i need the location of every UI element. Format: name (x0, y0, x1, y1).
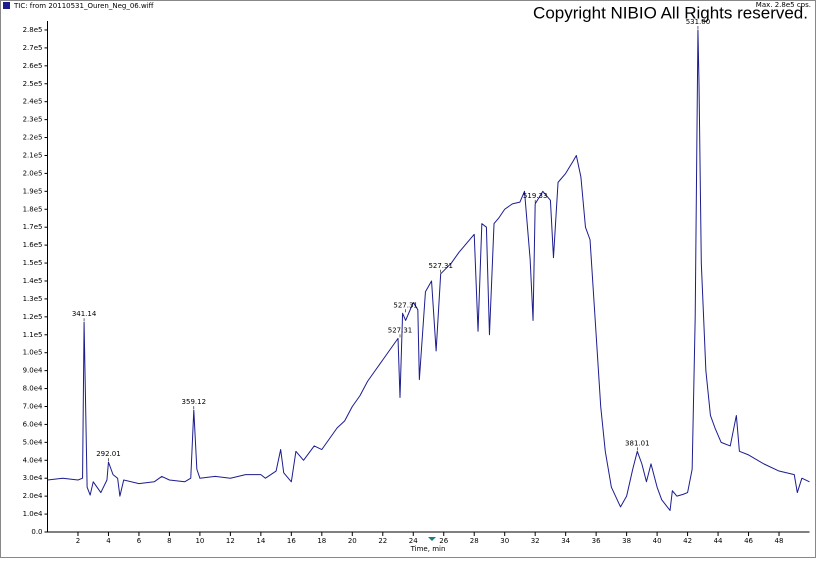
x-tick-label: 16 (287, 537, 296, 545)
y-tick-label: 2.5e5 (23, 80, 43, 88)
x-tick-label: 40 (653, 537, 662, 545)
peak-label: 292.01 (96, 450, 121, 458)
y-tick-label: 2.1e5 (23, 151, 43, 159)
y-tick-label: 2.0e4 (23, 492, 43, 500)
peak-label: 381.01 (625, 439, 650, 447)
y-tick-label: 1.5e5 (23, 259, 43, 267)
x-tick-label: 48 (775, 537, 784, 545)
peak-label: 341.14 (72, 310, 97, 318)
x-tick-label: 34 (561, 537, 570, 545)
x-tick-label: 26 (439, 537, 448, 545)
y-tick-label: 3.0e4 (23, 474, 43, 482)
y-tick-label: 1.0e5 (23, 349, 43, 357)
chart-title: TIC: from 20110531_Ouren_Neg_06.wiff (13, 2, 154, 10)
tic-trace (47, 29, 810, 511)
y-tick-label: 1.4e5 (23, 277, 43, 285)
y-tick-label: 2.4e5 (23, 98, 43, 106)
y-tick-label: 8.0e4 (23, 385, 43, 393)
y-tick-label: 9.0e4 (23, 367, 43, 375)
copyright: Copyright NIBIO All Rights reserved. (533, 3, 808, 22)
x-tick-label: 38 (622, 537, 631, 545)
y-tick-label: 1.0e4 (23, 510, 43, 518)
peak-label: 531.00 (686, 18, 711, 26)
y-tick-label: 1.8e5 (23, 205, 43, 213)
y-tick-label: 2.2e5 (23, 134, 43, 142)
x-tick-label: 10 (195, 537, 204, 545)
legend-swatch (3, 2, 10, 9)
x-tick-label: 28 (470, 537, 479, 545)
y-tick-label: 2.6e5 (23, 62, 43, 70)
y-tick-label: 7.0e4 (23, 402, 43, 410)
y-tick-label: 6.0e4 (23, 420, 43, 428)
peak-label: 527.31 (393, 301, 418, 309)
y-tick-label: 1.9e5 (23, 187, 43, 195)
peak-label: 519.33 (523, 192, 548, 200)
x-tick-label: 30 (500, 537, 509, 545)
y-tick-label: 1.2e5 (23, 313, 43, 321)
peak-label: 527.31 (428, 262, 453, 270)
y-tick-label: 2.0e5 (23, 169, 43, 177)
y-tick-label: 1.6e5 (23, 241, 43, 249)
x-axis-label: Time, min (410, 545, 446, 553)
x-tick-label: 8 (167, 537, 171, 545)
y-tick-label: 2.7e5 (23, 44, 43, 52)
x-tick-label: 4 (106, 537, 111, 545)
x-tick-label: 18 (317, 537, 326, 545)
y-tick-label: 5.0e4 (23, 438, 43, 446)
x-tick-label: 14 (256, 537, 265, 545)
y-tick-label: 1.7e5 (23, 223, 43, 231)
peak-label: 359.12 (182, 398, 207, 406)
x-tick-label: 6 (137, 537, 142, 545)
peak-label: 527.31 (388, 326, 413, 334)
x-tick-label: 12 (226, 537, 235, 545)
x-tick-label: 24 (409, 537, 418, 545)
time-marker (428, 537, 436, 541)
y-tick-label: 0.0 (31, 528, 42, 536)
x-tick-label: 32 (531, 537, 540, 545)
x-tick-label: 20 (348, 537, 357, 545)
x-tick-label: 36 (592, 537, 601, 545)
y-tick-label: 2.3e5 (23, 116, 43, 124)
max-label: Max. 2.8e5 cps. (756, 1, 811, 9)
y-tick-label: 1.1e5 (23, 331, 43, 339)
x-tick-label: 42 (683, 537, 692, 545)
y-tick-label: 1.3e5 (23, 295, 43, 303)
x-tick-label: 44 (714, 537, 723, 545)
y-tick-label: 2.8e5 (23, 26, 43, 34)
frame (0, 0, 816, 558)
x-tick-label: 22 (378, 537, 387, 545)
y-tick-label: 4.0e4 (23, 456, 43, 464)
x-tick-label: 46 (744, 537, 753, 545)
x-tick-label: 2 (76, 537, 80, 545)
